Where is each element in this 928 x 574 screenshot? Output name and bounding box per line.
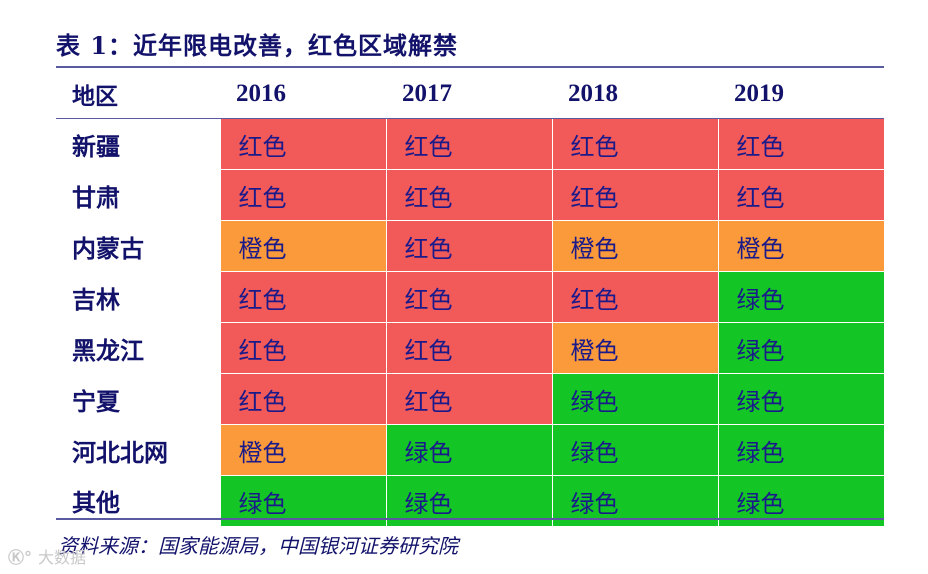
status-cell: 红色 xyxy=(219,271,386,323)
status-cell: 红色 xyxy=(219,118,386,170)
table-row: 其他 绿色 绿色 绿色 绿色 xyxy=(56,475,884,526)
status-cell: 橙色 xyxy=(219,424,386,476)
table-row: 甘肃 红色 红色 红色 红色 xyxy=(56,169,884,221)
status-cell: 绿色 xyxy=(551,475,718,526)
region-column-header: 地区 xyxy=(56,70,220,119)
header-rule xyxy=(56,118,884,119)
bottom-rule xyxy=(56,518,884,520)
status-cell: 红色 xyxy=(219,322,386,374)
status-cell: 红色 xyxy=(551,169,718,221)
region-name: 吉林 xyxy=(56,271,220,323)
watermark: Ⓚ° 大数据 xyxy=(8,544,86,568)
status-cell: 绿色 xyxy=(385,424,552,476)
status-cell: 橙色 xyxy=(219,220,386,272)
year-header-2018: 2018 xyxy=(552,70,718,119)
year-header-2017: 2017 xyxy=(386,70,552,119)
status-cell: 橙色 xyxy=(551,220,718,272)
header-row: 地区 2016 2017 2018 2019 xyxy=(56,70,884,119)
status-cell: 红色 xyxy=(717,169,884,221)
status-cell: 绿色 xyxy=(385,475,552,526)
year-header-2016: 2016 xyxy=(220,70,386,119)
status-cell: 红色 xyxy=(385,169,552,221)
region-name: 其他 xyxy=(56,475,220,526)
status-cell: 红色 xyxy=(551,271,718,323)
table-row: 内蒙古 橙色 红色 橙色 橙色 xyxy=(56,220,884,272)
table-row: 新疆 红色 红色 红色 红色 xyxy=(56,118,884,170)
status-cell: 绿色 xyxy=(717,271,884,323)
source-note: 资料来源：国家能源局，中国银河证券研究院 xyxy=(58,534,458,558)
status-cell: 绿色 xyxy=(219,475,386,526)
status-cell: 绿色 xyxy=(717,322,884,374)
watermark-text: 大数据 xyxy=(38,548,87,567)
status-cell: 橙色 xyxy=(717,220,884,272)
status-cell: 红色 xyxy=(717,118,884,170)
status-cell: 橙色 xyxy=(551,322,718,374)
table-title: 表 1：近年限电改善，红色区域解禁 xyxy=(56,31,459,60)
status-cell: 绿色 xyxy=(717,475,884,526)
region-name: 内蒙古 xyxy=(56,220,220,272)
table-row: 河北北网 橙色 绿色 绿色 绿色 xyxy=(56,424,884,476)
power-curtailment-table: 地区 2016 2017 2018 2019 新疆 红色 红色 红色 红色 甘肃… xyxy=(56,70,884,526)
watermark-logo: Ⓚ° xyxy=(8,548,33,567)
status-cell: 绿色 xyxy=(717,424,884,476)
status-cell: 红色 xyxy=(385,271,552,323)
table-row: 黑龙江 红色 红色 橙色 绿色 xyxy=(56,322,884,374)
status-cell: 红色 xyxy=(551,118,718,170)
table-row: 宁夏 红色 红色 绿色 绿色 xyxy=(56,373,884,425)
region-name: 河北北网 xyxy=(56,424,220,476)
status-cell: 红色 xyxy=(385,373,552,425)
region-name: 新疆 xyxy=(56,118,220,170)
region-name: 黑龙江 xyxy=(56,322,220,374)
year-header-2019: 2019 xyxy=(718,70,884,119)
status-cell: 绿色 xyxy=(551,424,718,476)
status-cell: 红色 xyxy=(219,169,386,221)
region-name: 甘肃 xyxy=(56,169,220,221)
status-cell: 绿色 xyxy=(717,373,884,425)
top-rule xyxy=(56,66,884,68)
status-cell: 红色 xyxy=(385,118,552,170)
status-cell: 红色 xyxy=(219,373,386,425)
status-cell: 红色 xyxy=(385,220,552,272)
status-cell: 红色 xyxy=(385,322,552,374)
region-name: 宁夏 xyxy=(56,373,220,425)
table-row: 吉林 红色 红色 红色 绿色 xyxy=(56,271,884,323)
status-cell: 绿色 xyxy=(551,373,718,425)
